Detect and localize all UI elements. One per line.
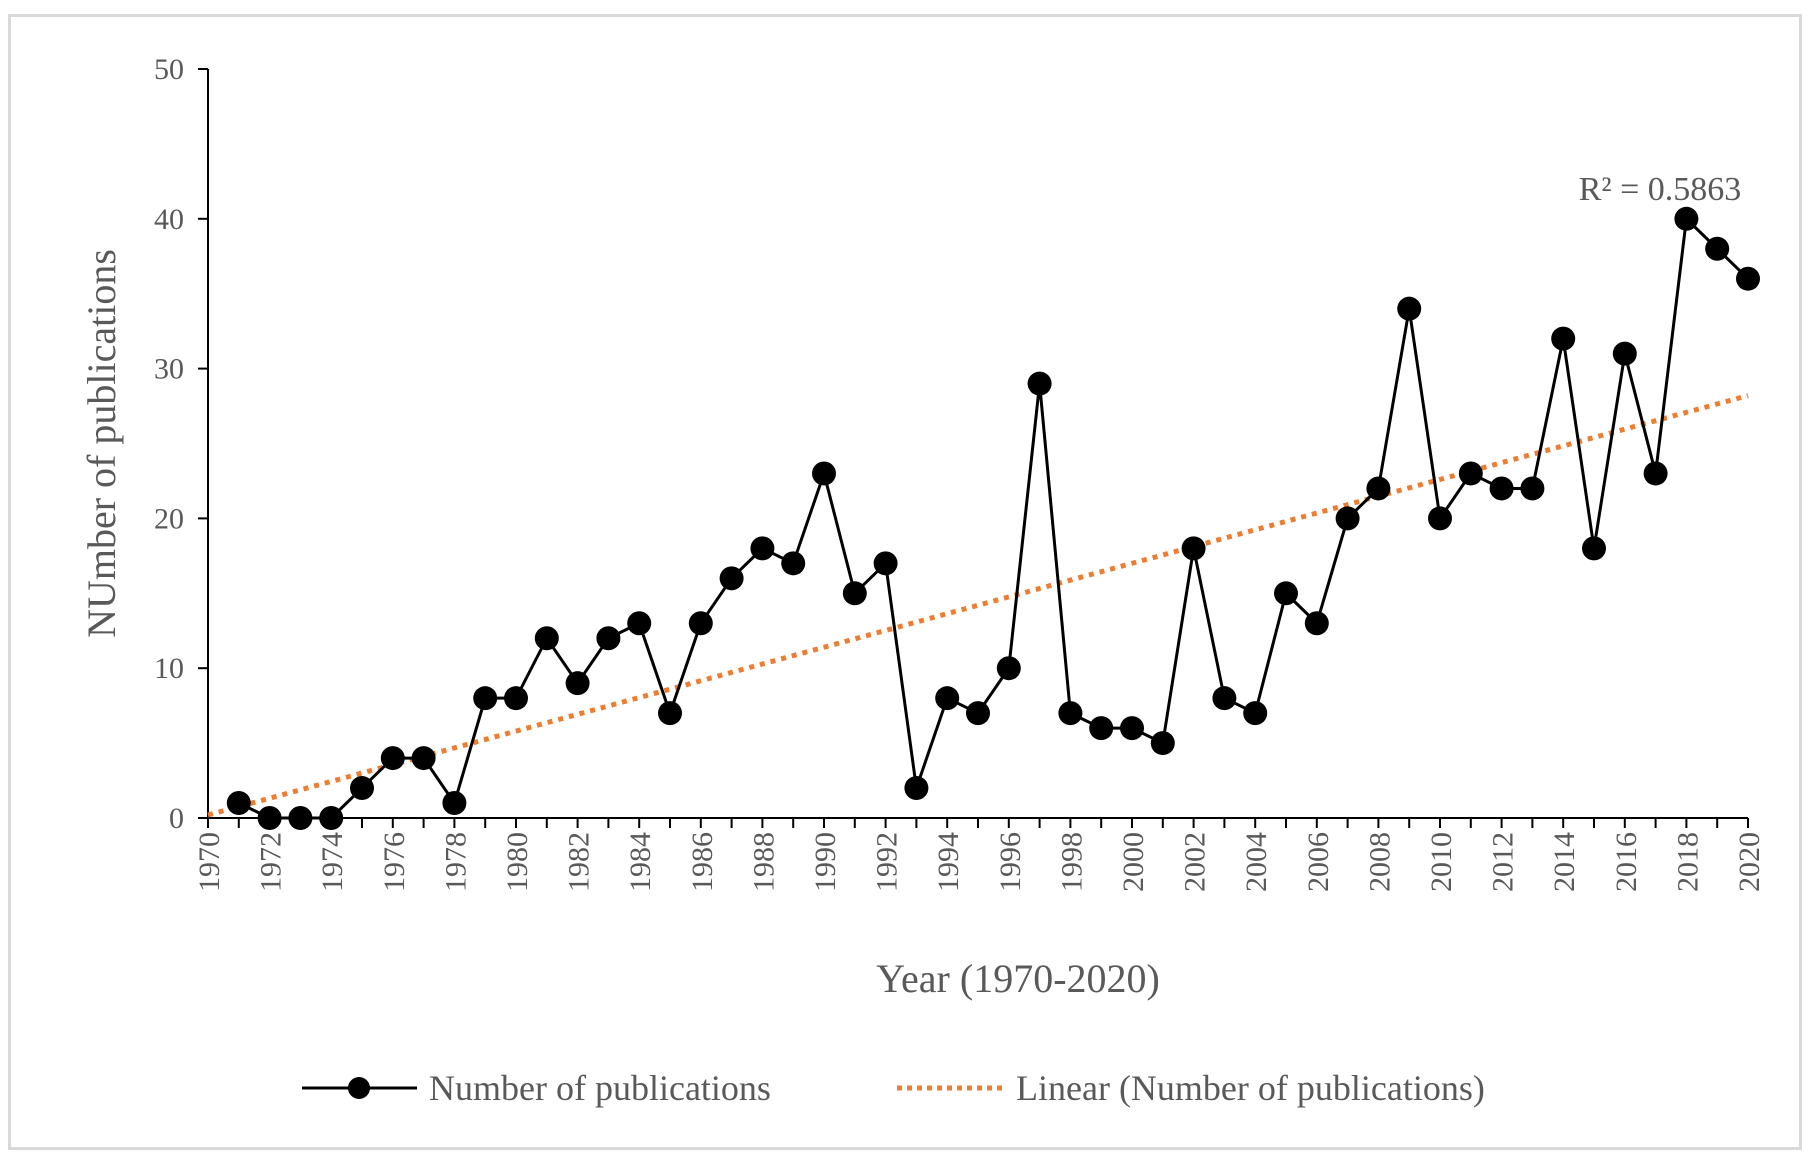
x-tick-label: 2010	[1425, 832, 1458, 892]
x-tick-label: 1980	[501, 832, 534, 892]
data-point	[935, 686, 960, 711]
legend-series-marker	[348, 1077, 370, 1099]
series-group	[226, 206, 1760, 830]
x-tick-label: 2006	[1302, 832, 1335, 892]
data-point	[812, 461, 836, 486]
x-tick-label: 1978	[439, 832, 472, 892]
x-tick-label: 1976	[378, 832, 411, 892]
x-tick-label: 1990	[809, 832, 842, 892]
data-point	[750, 536, 775, 561]
x-tick-label: 2002	[1179, 832, 1212, 892]
data-point	[627, 611, 652, 636]
data-point	[842, 581, 867, 606]
data-point	[1551, 326, 1576, 351]
data-point	[534, 626, 559, 651]
x-tick-label: 1994	[932, 832, 965, 892]
x-tick-label: 1996	[994, 832, 1027, 892]
y-tick-label: 30	[154, 353, 184, 386]
x-tick-label: 1970	[193, 832, 226, 892]
x-tick-label: 1992	[871, 832, 904, 892]
data-point	[996, 656, 1021, 681]
data-point	[226, 791, 251, 816]
data-point	[565, 671, 590, 696]
data-point	[473, 686, 498, 711]
legend: Number of publications Linear (Number of…	[302, 1068, 1485, 1108]
x-tick-label: 2018	[1671, 832, 1704, 892]
x-tick-label: 1984	[624, 832, 657, 892]
data-point	[688, 611, 713, 636]
x-tick-label: 2004	[1240, 832, 1273, 892]
data-point	[1120, 716, 1144, 741]
x-tick-label: 2020	[1733, 832, 1766, 892]
data-point	[966, 701, 990, 726]
data-point	[1582, 536, 1606, 561]
data-point	[1181, 536, 1206, 561]
x-tick-label: 2012	[1487, 832, 1520, 892]
data-point	[658, 701, 682, 726]
x-axis-title: Year (1970-2020)	[876, 956, 1160, 1001]
data-point	[380, 746, 405, 771]
legend-trendline-label: Linear (Number of publications)	[1016, 1068, 1485, 1108]
data-point	[1643, 461, 1668, 486]
x-tick-label: 1972	[255, 832, 288, 892]
data-point	[1212, 686, 1237, 711]
legend-series-label: Number of publications	[429, 1068, 771, 1108]
data-point	[1489, 476, 1514, 501]
data-point	[904, 776, 929, 801]
x-tick-label: 1998	[1055, 832, 1088, 892]
x-tick-label: 2000	[1117, 832, 1150, 892]
x-tick-label: 1982	[563, 832, 596, 892]
x-tick-label: 1988	[747, 832, 780, 892]
y-tick-label: 50	[154, 53, 184, 86]
x-axis-ticks: 1970 1972 1974 1976 1978 1980 1982 1984 1986 1988…	[193, 818, 1766, 892]
y-tick-label: 40	[154, 203, 184, 236]
y-tick-label: 20	[154, 502, 184, 535]
x-tick-label: 2014	[1548, 832, 1581, 892]
data-point	[1058, 701, 1083, 726]
data-point	[288, 806, 313, 830]
data-point	[1243, 701, 1268, 726]
x-tick-label: 2016	[1610, 832, 1643, 892]
data-point	[319, 806, 344, 830]
data-point	[1520, 476, 1545, 501]
x-tick-label: 1974	[316, 832, 349, 892]
data-point	[1428, 506, 1452, 531]
series-line	[238, 215, 1750, 820]
r-squared-label: R² = 0.5863	[1579, 171, 1742, 208]
data-point	[781, 551, 806, 576]
y-tick-label: 10	[154, 652, 184, 685]
data-point	[1304, 611, 1329, 636]
data-point	[873, 551, 898, 576]
trendline	[207, 393, 1749, 818]
trendline-group	[207, 393, 1749, 818]
data-point	[1674, 206, 1699, 231]
data-point	[596, 626, 621, 651]
data-point	[1458, 461, 1483, 486]
y-axis-ticks: 0 10 20 30 40 50	[154, 53, 208, 835]
chart-frame: 0 10 20 30 40 50 1970 1972 1974 1976 1978 1980 1982…	[8, 14, 1802, 1150]
x-tick-label: 2008	[1363, 832, 1396, 892]
line-chart: 0 10 20 30 40 50 1970 1972 1974 1976 1978 1980 1982…	[79, 53, 1766, 1108]
data-point	[719, 566, 744, 591]
data-point	[1274, 581, 1298, 606]
data-point	[1612, 341, 1637, 366]
data-point	[1397, 296, 1422, 321]
data-point	[1366, 476, 1391, 501]
data-point	[1335, 506, 1360, 531]
data-point	[257, 806, 282, 830]
data-point	[1705, 236, 1730, 261]
data-point	[442, 791, 467, 816]
data-point	[350, 776, 374, 801]
data-point	[1089, 716, 1114, 741]
data-point	[504, 686, 528, 711]
y-tick-label: 0	[169, 802, 184, 835]
data-point	[1150, 731, 1175, 756]
data-point	[1736, 266, 1760, 291]
x-tick-label: 1986	[686, 832, 719, 892]
data-point	[1027, 371, 1052, 396]
y-axis-title: NUmber of publications	[79, 249, 124, 638]
data-point	[411, 746, 436, 771]
